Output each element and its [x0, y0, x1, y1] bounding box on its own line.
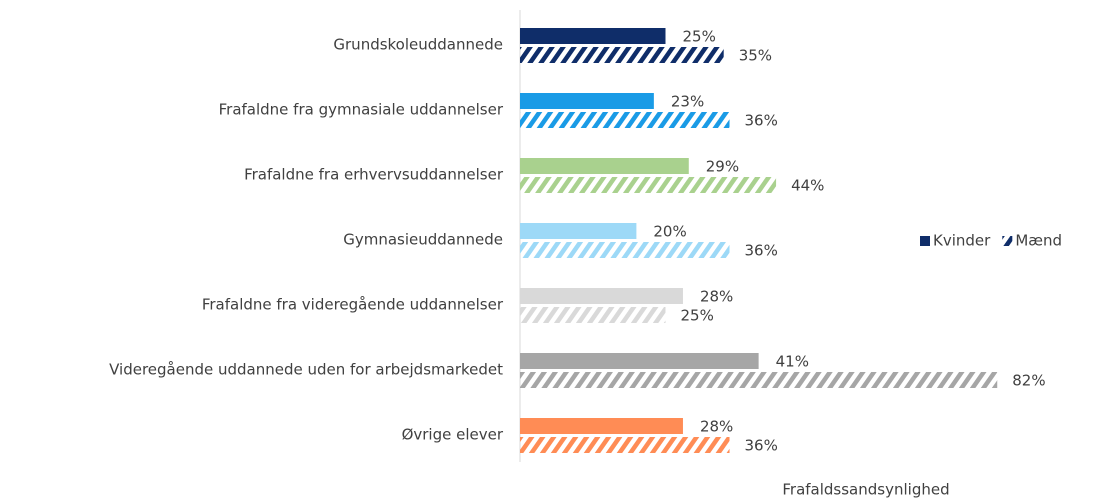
bar	[520, 242, 730, 258]
legend-label: Mænd	[1015, 232, 1062, 250]
bar	[520, 372, 998, 388]
value-label: 25%	[683, 28, 716, 46]
value-label: 25%	[681, 307, 714, 325]
bar	[520, 307, 666, 323]
category-label: Videregående uddannede uden for arbejdsm…	[109, 361, 503, 379]
value-label: 44%	[791, 177, 824, 195]
bar	[520, 177, 777, 193]
legend-swatch	[1002, 236, 1013, 246]
bar	[520, 418, 683, 434]
category-label: Frafaldne fra erhvervsuddannelser	[244, 166, 504, 184]
bar	[520, 353, 759, 369]
category-label: Frafaldne fra gymnasiale uddannelser	[219, 101, 504, 119]
value-label: 20%	[653, 223, 686, 241]
value-label: 28%	[700, 288, 733, 306]
bar	[520, 28, 666, 44]
legend-label: Kvinder	[933, 232, 991, 250]
x-axis-label: Frafaldssandsynlighed	[782, 481, 949, 499]
bar	[520, 223, 637, 239]
category-label: Frafaldne fra videregående uddannelser	[202, 296, 504, 314]
value-label: 36%	[745, 242, 778, 260]
legend-swatch	[920, 236, 930, 246]
bar	[520, 93, 654, 109]
value-label: 35%	[739, 47, 772, 65]
value-label: 36%	[745, 437, 778, 455]
category-label: Grundskoleuddannede	[333, 36, 503, 54]
bar	[520, 47, 724, 63]
value-label: 29%	[706, 158, 739, 176]
bar	[520, 112, 730, 128]
category-label: Gymnasieuddannede	[343, 231, 503, 249]
bar	[520, 288, 683, 304]
value-label: 36%	[745, 112, 778, 130]
category-label: Øvrige elever	[402, 426, 504, 444]
bar	[520, 437, 730, 453]
value-label: 28%	[700, 418, 733, 436]
value-label: 82%	[1012, 372, 1045, 390]
value-label: 41%	[776, 353, 809, 371]
bar	[520, 158, 689, 174]
value-label: 23%	[671, 93, 704, 111]
